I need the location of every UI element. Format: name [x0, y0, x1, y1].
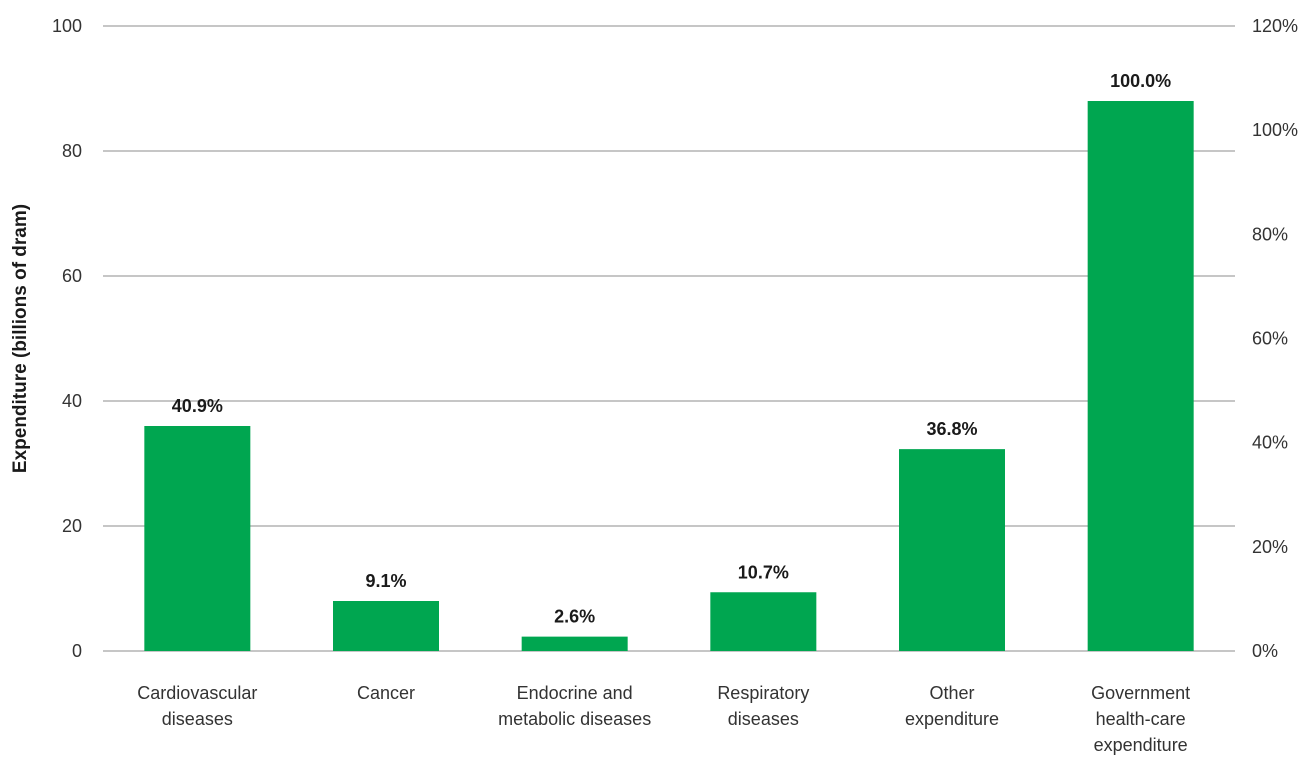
x-tick-label: Endocrine and metabolic diseases: [498, 683, 651, 729]
y-axis-right: 0% 20% 40% 60% 80% 100% 120%: [1252, 16, 1298, 661]
y-axis-left: 0 20 40 60 80 100: [52, 16, 82, 661]
y-tick-label: 0: [72, 641, 82, 661]
bar: [899, 449, 1005, 651]
x-tick-label-line: Other: [929, 683, 974, 703]
x-tick-label-line: Cancer: [357, 683, 415, 703]
x-tick-label: Cardiovascular diseases: [137, 683, 257, 729]
y2-tick-label: 120%: [1252, 16, 1298, 36]
bar: [521, 636, 628, 651]
y2-tick-label: 60%: [1252, 329, 1288, 349]
bar: [710, 592, 817, 651]
x-tick-label-line: Endocrine and: [517, 683, 633, 703]
x-tick-label: Other expenditure: [905, 683, 999, 729]
y-tick-label: 20: [62, 516, 82, 536]
y2-tick-label: 80%: [1252, 224, 1288, 244]
x-tick-label-line: Cardiovascular: [137, 683, 257, 703]
data-label: 10.7%: [738, 562, 789, 582]
x-tick-label-line: Respiratory: [717, 683, 809, 703]
y-tick-label: 40: [62, 391, 82, 411]
data-label: 36.8%: [926, 419, 977, 439]
data-label: 40.9%: [172, 396, 223, 416]
x-tick-label-line: expenditure: [905, 709, 999, 729]
x-tick-label: Cancer: [357, 683, 415, 703]
x-axis-categories: Cardiovascular diseases Cancer Endocrine an…: [137, 683, 1190, 755]
bar: [333, 601, 439, 651]
x-tick-label-line: diseases: [162, 709, 233, 729]
gridlines: [103, 25, 1235, 652]
x-tick-label-line: Government: [1091, 683, 1190, 703]
y2-tick-label: 20%: [1252, 537, 1288, 557]
bar: [1087, 101, 1194, 651]
x-tick-label: Government health-care expenditure: [1091, 683, 1190, 755]
data-label: 100.0%: [1110, 71, 1171, 91]
data-labels: 40.9% 9.1% 2.6% 10.7% 36.8% 100.0%: [172, 71, 1171, 627]
x-tick-label-line: expenditure: [1094, 735, 1188, 755]
y2-tick-label: 0%: [1252, 641, 1278, 661]
bars: [144, 101, 1194, 651]
bar: [144, 426, 251, 651]
y-tick-label: 80: [62, 141, 82, 161]
y-tick-label: 60: [62, 266, 82, 286]
x-tick-label-line: metabolic diseases: [498, 709, 651, 729]
y2-tick-label: 40%: [1252, 433, 1288, 453]
data-label: 9.1%: [365, 571, 406, 591]
y2-tick-label: 100%: [1252, 120, 1298, 140]
y-tick-label: 100: [52, 16, 82, 36]
x-tick-label-line: diseases: [728, 709, 799, 729]
data-label: 2.6%: [554, 607, 595, 627]
y-axis-title: Expenditure (billions of dram): [10, 204, 31, 473]
x-tick-label-line: health-care: [1096, 709, 1186, 729]
x-tick-label: Respiratory diseases: [717, 683, 809, 729]
